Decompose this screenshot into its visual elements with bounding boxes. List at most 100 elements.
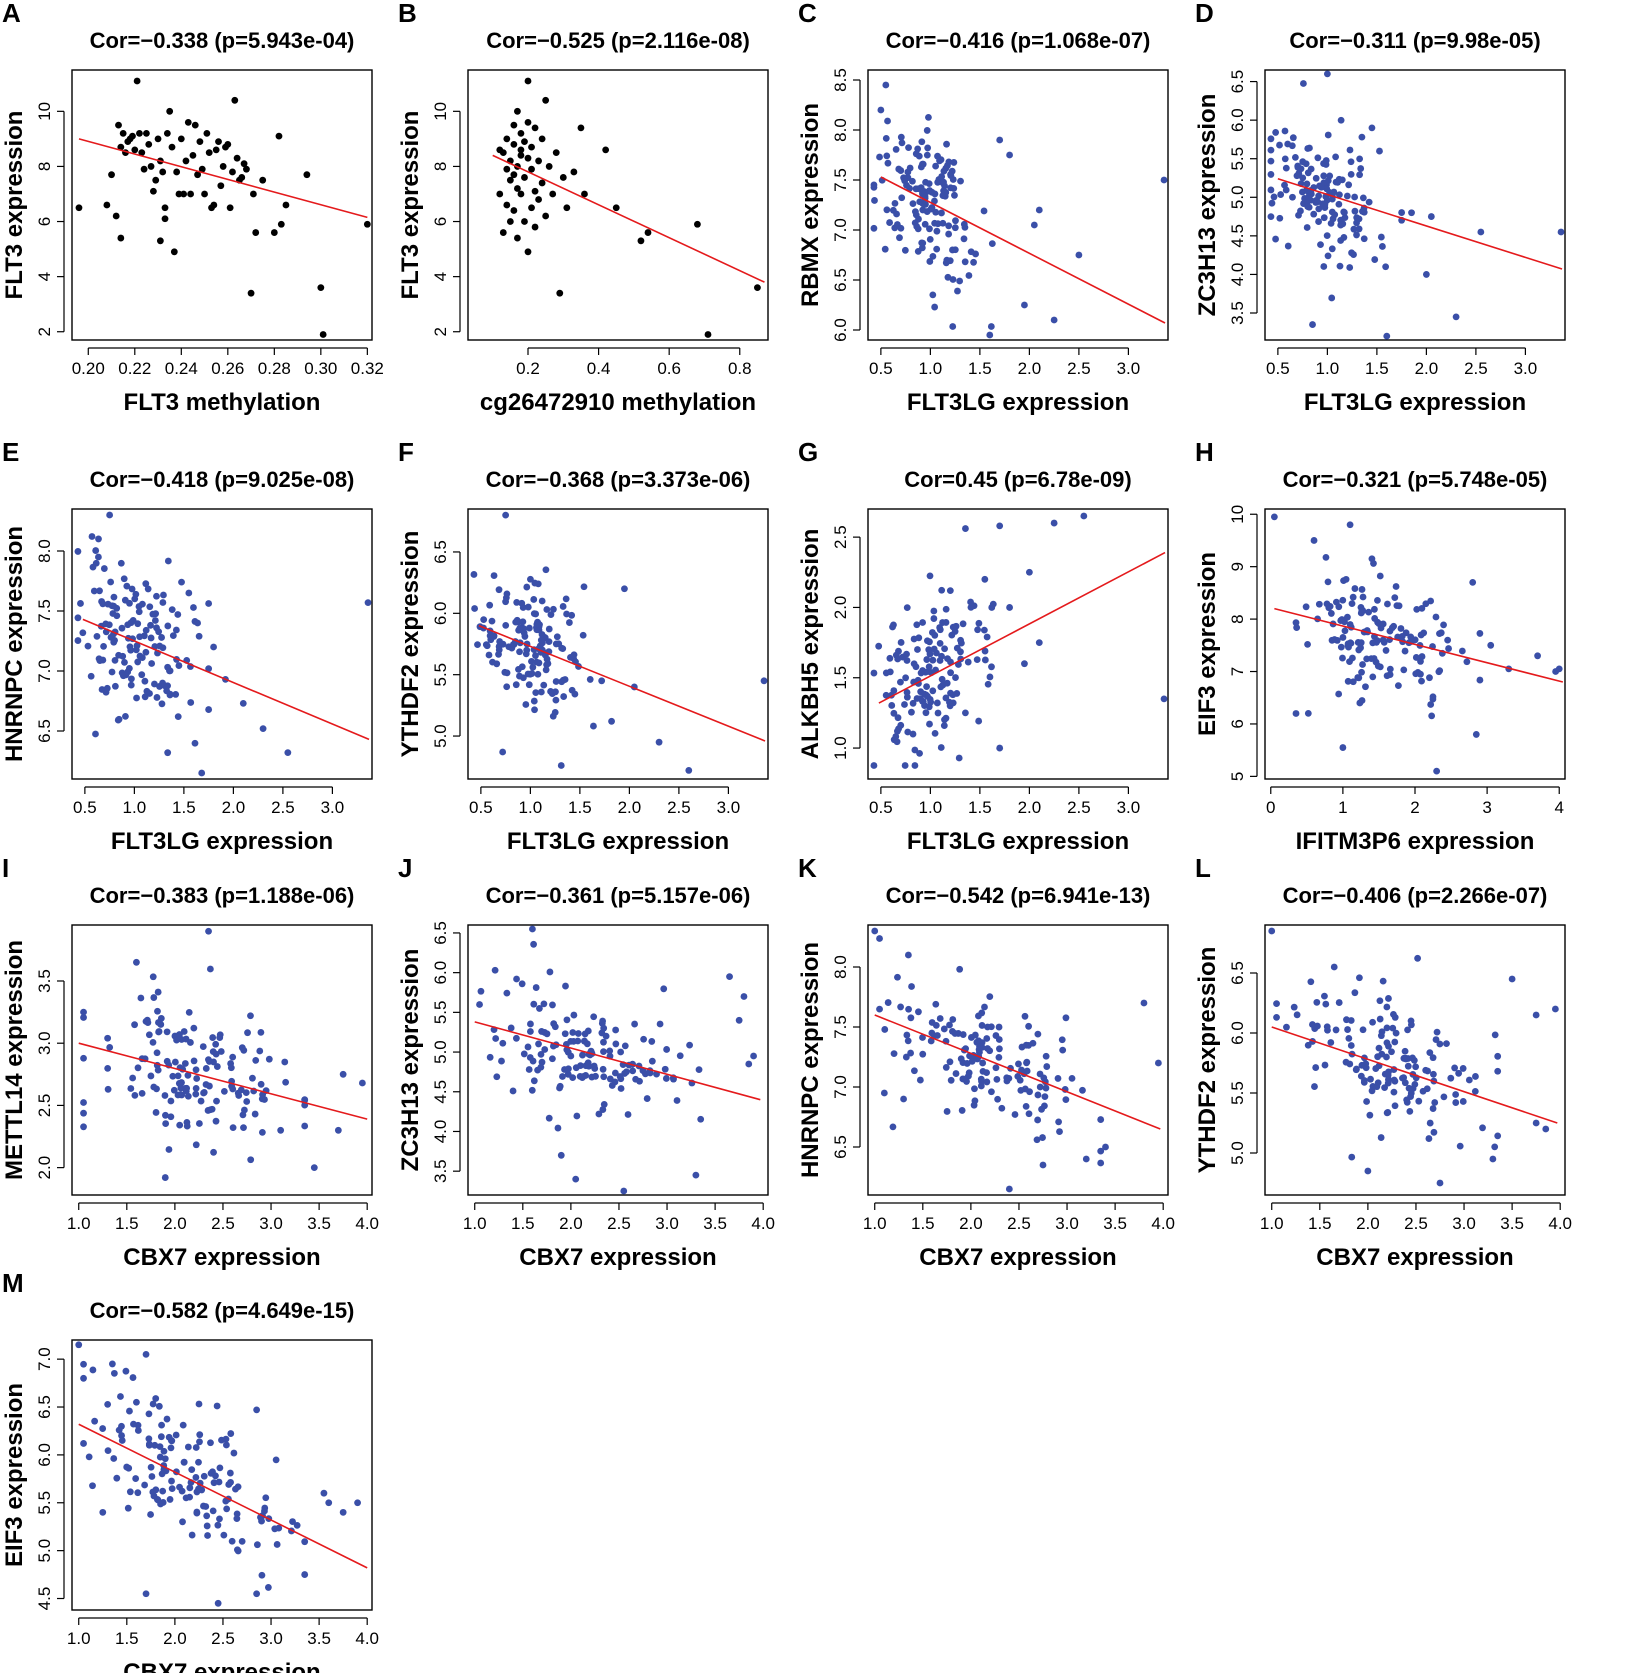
data-point [133,958,140,966]
data-point [524,670,532,678]
data-point [159,599,167,606]
data-point [1440,621,1447,629]
data-point [524,603,532,611]
data-point [947,1076,955,1084]
data-point [1324,252,1332,260]
data-point [676,1052,684,1060]
data-point [1427,701,1435,708]
data-point [574,1030,582,1037]
data-point [164,749,172,757]
data-point [616,1073,624,1080]
data-point [983,633,991,641]
data-point [247,1012,254,1020]
x-tick-label: 4.0 [1548,1214,1572,1233]
data-point [883,152,891,160]
data-point [894,714,902,722]
panel-letter: A [2,0,21,28]
data-point [537,688,545,696]
data-point [942,605,950,613]
data-point [929,252,937,260]
data-point [559,174,567,181]
data-point [123,1463,131,1471]
data-point [917,163,925,171]
data-point [1384,1109,1392,1116]
data-point [131,1092,139,1099]
data-point [502,598,509,606]
data-point [1050,316,1058,324]
data-point [1411,1080,1419,1088]
data-point [165,1433,173,1441]
plot-frame [71,508,373,780]
y-tick-label: 4.5 [1228,224,1247,248]
y-tick-label: 4.0 [1228,263,1247,287]
data-point [532,610,540,618]
regression-line [878,551,1166,704]
data-point [1358,697,1366,704]
data-point [938,173,946,180]
data-point [1445,645,1452,652]
data-point [538,179,546,187]
data-point [231,96,239,104]
data-point [1477,228,1485,236]
data-point [1379,977,1387,985]
data-point [514,107,521,115]
data-point [993,1075,1001,1083]
data-point [89,563,97,571]
data-point [145,1441,153,1449]
data-point [661,1065,669,1073]
data-point [581,190,588,198]
data-point [498,1057,505,1065]
y-tick-label: 6.0 [831,318,850,342]
data-point [167,1444,175,1452]
data-point [909,177,916,185]
data-point [1394,682,1402,690]
data-point [915,1008,922,1016]
data-point [1291,153,1299,161]
data-point [509,641,517,648]
data-point [648,1038,656,1045]
data-point [1315,218,1322,225]
data-point [1293,1011,1301,1019]
data-point [192,1084,200,1092]
data-point [142,1350,150,1358]
data-point [579,1073,587,1080]
data-point [918,239,926,247]
data-point [1042,1084,1050,1092]
data-point [106,1043,114,1051]
data-point [968,1034,975,1041]
y-tick-label: 6.5 [431,921,450,945]
data-point [533,658,541,666]
data-point [1034,1030,1042,1038]
data-point [611,1069,619,1077]
data-point [209,1034,217,1041]
x-tick-label: 0.5 [869,798,893,817]
data-point [220,1087,228,1095]
data-point [138,600,146,608]
data-point [108,668,116,676]
data-point [249,190,257,198]
y-tick-label: 6.5 [35,719,54,743]
data-point [590,1013,598,1021]
data-point [164,622,172,630]
data-point [1023,1067,1031,1075]
data-point [692,1171,700,1179]
data-point [141,677,149,685]
data-point [226,204,234,212]
data-point [972,250,979,258]
data-point [89,1366,97,1374]
data-point [983,1078,991,1086]
data-point [694,220,701,228]
data-point [1341,618,1348,626]
data-point [1432,613,1440,621]
data-point [212,146,220,154]
data-point [162,1120,170,1127]
data-point [174,1072,182,1080]
data-point [1331,636,1338,643]
data-point [1371,256,1379,263]
data-point [1320,214,1328,222]
data-point [750,1052,757,1060]
data-point [122,712,129,720]
data-point [915,215,922,223]
data-point [936,657,944,664]
